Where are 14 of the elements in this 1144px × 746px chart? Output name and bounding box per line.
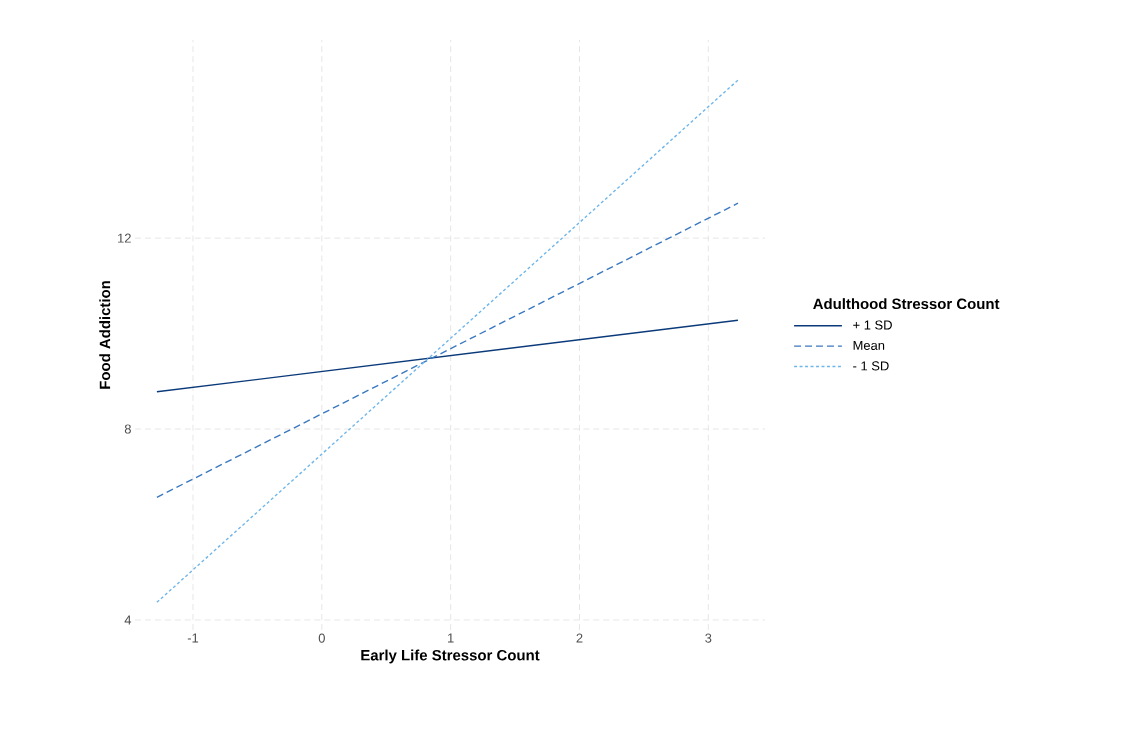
- y-tick-label: 12: [118, 233, 131, 243]
- x-axis-title: Early Life Stressor Count: [361, 649, 540, 664]
- x-tick-label: 1: [448, 633, 454, 643]
- legend-label: - 1 SD: [853, 361, 889, 371]
- legend-label: + 1 SD: [853, 320, 892, 330]
- legend-title: Adulthood Stressor Count: [813, 298, 1000, 310]
- y-tick-label: 4: [124, 615, 132, 625]
- y-axis-title: Food Addiction: [99, 281, 111, 389]
- x-tick-label: 3: [705, 633, 712, 643]
- x-tick-label: 2: [576, 633, 583, 643]
- legend-label: Mean: [853, 340, 885, 350]
- x-tick-label: -1: [187, 633, 199, 643]
- y-tick-label: 8: [124, 424, 131, 434]
- x-tick-label: 0: [318, 633, 325, 643]
